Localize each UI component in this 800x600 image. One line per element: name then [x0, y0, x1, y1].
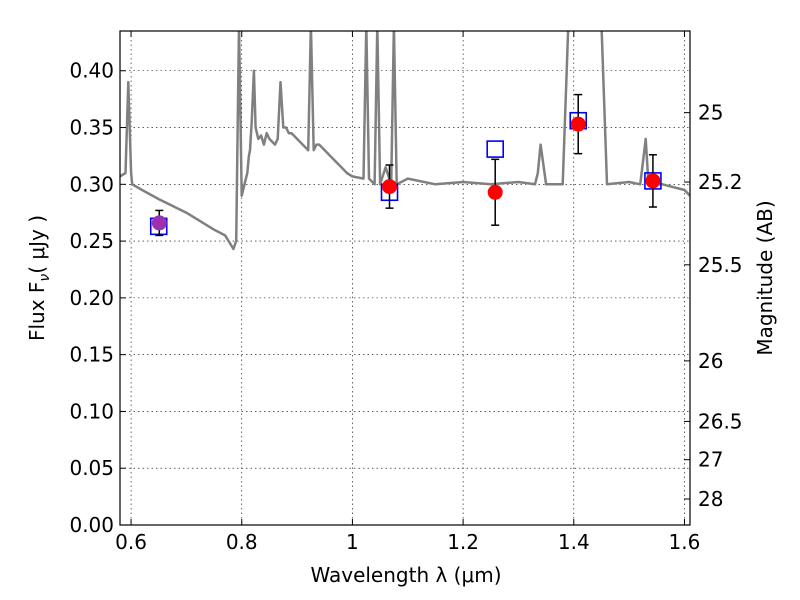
observed-point — [487, 184, 503, 200]
y-tick-labels: 0.00 0.05 0.10 0.15 0.20 0.25 0.30 0.35 0.40 — [69, 59, 114, 537]
right-tick-labels: 25 25.2 25.5 26 26.5 27 28 — [698, 101, 743, 511]
right-tick-label: 25 — [698, 101, 723, 125]
x-tick-label: 0.6 — [115, 530, 147, 554]
y-tick-label: 0.35 — [69, 116, 114, 140]
error-bars — [155, 93, 657, 237]
x-tick-label: 1.6 — [669, 530, 701, 554]
y-tick-label: 0.10 — [69, 399, 114, 423]
x-tick-label: 0.8 — [226, 530, 258, 554]
y-tick-label: 0.40 — [69, 59, 114, 83]
observed-point — [570, 116, 586, 132]
axis-ticks — [120, 31, 690, 526]
y-axis-label: Flux Fν( μJy ) — [25, 215, 53, 341]
x-tick-label: 1.2 — [447, 530, 479, 554]
plot-frame — [119, 30, 691, 526]
x-tick-label: 1 — [346, 530, 359, 554]
model-spectrum — [120, 31, 690, 251]
spectrum-line — [120, 31, 690, 251]
y-tick-label: 0.15 — [69, 343, 114, 367]
observed-point — [151, 215, 167, 231]
y-tick-label: 0.00 — [69, 513, 114, 537]
right-tick-label: 25.2 — [698, 170, 743, 194]
observed-point — [645, 173, 661, 189]
x-tick-labels: 0.6 0.8 1 1.2 1.4 1.6 — [115, 530, 700, 554]
model-square-marker — [486, 140, 505, 158]
model-photometry-markers — [149, 111, 662, 236]
right-tick-label: 27 — [698, 448, 723, 472]
y-tick-label: 0.30 — [69, 172, 114, 196]
right-tick-label: 25.5 — [698, 253, 743, 277]
x-tick-label: 1.4 — [558, 530, 590, 554]
observed-photometry-markers — [151, 116, 661, 231]
y-axis-label-main: Flux F — [25, 282, 49, 341]
y-axis-label-units: ( μJy ) — [25, 215, 49, 274]
right-tick-label: 28 — [698, 487, 723, 511]
y-tick-label: 0.20 — [69, 286, 114, 310]
observed-point — [382, 179, 398, 195]
right-tick-label: 26.5 — [698, 409, 743, 433]
y-tick-label: 0.05 — [69, 456, 114, 480]
x-axis-label: Wavelength λ (μm) — [310, 563, 501, 587]
y-axis-label-subscript: ν — [37, 274, 53, 282]
right-axis-label: Magnitude (AB) — [753, 200, 777, 355]
right-tick-label: 26 — [698, 349, 723, 373]
y-tick-label: 0.25 — [69, 229, 114, 253]
